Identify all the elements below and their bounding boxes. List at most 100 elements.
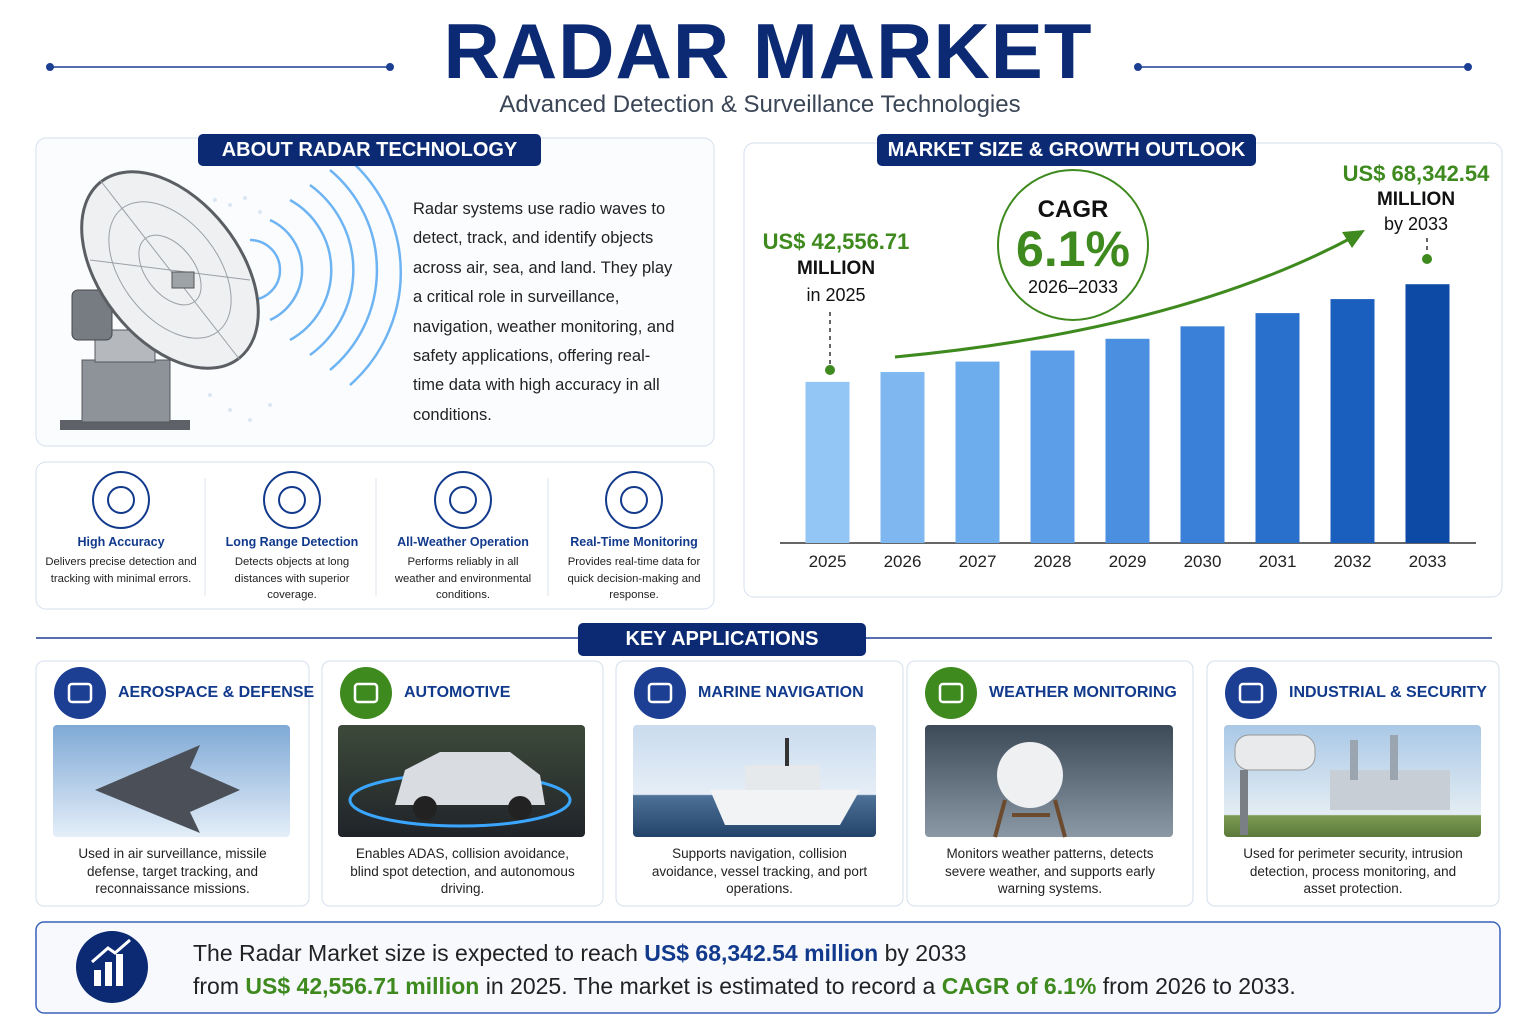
summary-text: from <box>193 973 246 999</box>
app-text: Supports navigation, collision avoidance… <box>651 846 868 896</box>
title: RADAR MARKET <box>443 7 1093 95</box>
radar-illustration <box>60 159 402 430</box>
feature-icon-glyph <box>449 486 477 514</box>
app-title: WEATHER MONITORING <box>989 684 1177 701</box>
x-tick-label: 2032 <box>1333 552 1372 571</box>
app-icon <box>340 667 392 719</box>
bar <box>1330 299 1375 543</box>
app-icon <box>925 667 977 719</box>
about-heading-bg <box>198 134 541 166</box>
app-title: INDUSTRIAL & SECURITY <box>1289 684 1487 701</box>
about-text: Radar systems use radio waves to detect,… <box>413 200 675 424</box>
x-tick-label: 2027 <box>958 552 997 571</box>
feature-icon <box>263 471 321 529</box>
summary-text: US$ 68,342.54 million <box>644 940 879 966</box>
app-icon <box>634 667 686 719</box>
applications-heading-bg <box>578 623 866 656</box>
x-tick-label: 2028 <box>1033 552 1072 571</box>
app-text: Enables ADAS, collision avoidance, blind… <box>350 846 575 896</box>
callout-leaders <box>829 238 1428 364</box>
app-icon-glyph <box>1238 682 1264 704</box>
app-icon-glyph <box>647 682 673 704</box>
start-when: in 2025 <box>806 285 866 305</box>
summary-text: CAGR of 6.1% <box>941 973 1097 999</box>
feature-title: All-Weather Operation <box>397 535 529 549</box>
bar <box>1030 350 1075 543</box>
end-unit: MILLION <box>1376 189 1456 210</box>
feature-icon-glyph <box>620 486 648 514</box>
summary-icon <box>76 931 148 1003</box>
app-text: Used for perimeter security, intrusion d… <box>1243 846 1463 896</box>
market-heading-bg <box>877 134 1256 166</box>
app-text: Monitors weather patterns, detects sever… <box>944 846 1156 896</box>
app-images <box>53 725 1481 838</box>
app-icon <box>54 667 106 719</box>
app-title: MARINE NAVIGATION <box>698 684 864 701</box>
feature-text: Provides real-time data for quick decisi… <box>567 556 701 601</box>
bar <box>1105 338 1150 543</box>
app-title: AUTOMOTIVE <box>404 684 511 701</box>
x-tick-label: 2026 <box>883 552 922 571</box>
about-heading: ABOUT RADAR TECHNOLOGY <box>221 139 518 161</box>
cagr-value: 6.1% <box>1016 221 1130 277</box>
feature-dividers <box>204 478 549 596</box>
bar <box>1255 313 1300 543</box>
market-heading: MARKET SIZE & GROWTH OUTLOOK <box>887 139 1246 161</box>
feature-icon <box>434 471 492 529</box>
feature-text: Delivers precise detection and tracking … <box>45 556 197 585</box>
end-when: by 2033 <box>1383 214 1449 234</box>
summary-panel <box>35 921 1501 1014</box>
feature-text: Detects objects at long distances with s… <box>234 556 350 601</box>
callout-dot <box>825 365 835 375</box>
cagr-label: CAGR <box>1037 196 1109 223</box>
growth-arrow <box>894 234 1356 359</box>
summary-line: from US$ 42,556.71 million in 2025. The … <box>193 973 1296 1000</box>
bar <box>955 361 1000 543</box>
app-card <box>1206 660 1500 907</box>
feature-icon-glyph <box>278 486 306 514</box>
cagr-period: 2026–2033 <box>1027 277 1119 297</box>
summary-text: from 2026 to 2033. <box>1096 973 1296 999</box>
app-card <box>615 660 904 907</box>
feature-icon <box>92 471 150 529</box>
app-icon <box>1225 667 1277 719</box>
header-rule <box>46 63 1472 71</box>
summary-text: in 2025. The market is estimated to reco… <box>479 973 942 999</box>
app-card <box>906 660 1194 907</box>
growth-arrowhead <box>1342 230 1365 248</box>
app-card <box>321 660 604 907</box>
app-icon-glyph <box>353 682 379 704</box>
callout-dot <box>1422 254 1432 264</box>
feature-title: Long Range Detection <box>225 535 359 549</box>
summary-text: by 2033 <box>878 940 967 966</box>
app-icon-glyph <box>67 682 93 704</box>
cagr-ring <box>997 169 1149 321</box>
feature-title: High Accuracy <box>77 535 165 549</box>
summary-line: The Radar Market size is expected to rea… <box>193 940 966 967</box>
x-tick-label: 2025 <box>808 552 847 571</box>
subtitle: Advanced Detection & Surveillance Techno… <box>499 91 1021 118</box>
x-tick-label: 2029 <box>1108 552 1147 571</box>
bar <box>805 381 850 543</box>
bar <box>1405 284 1450 543</box>
app-icon-glyph <box>938 682 964 704</box>
bar <box>1180 326 1225 543</box>
x-tick-label: 2031 <box>1258 552 1297 571</box>
start-unit: MILLION <box>796 258 876 279</box>
app-title: AEROSPACE & DEFENSE <box>118 684 315 701</box>
app-text: Used in air surveillance, missile defens… <box>78 846 267 896</box>
app-card <box>35 660 310 907</box>
start-amount: US$ 42,556.71 <box>762 229 910 254</box>
bar <box>880 372 925 543</box>
summary-text: US$ 42,556.71 million <box>245 973 480 999</box>
feature-text: Performs reliably in all weather and env… <box>394 556 532 601</box>
x-tick-label: 2030 <box>1183 552 1222 571</box>
x-tick-label: 2033 <box>1408 552 1447 571</box>
applications-heading: KEY APPLICATIONS <box>625 628 819 650</box>
summary-text: The Radar Market size is expected to rea… <box>193 940 645 966</box>
feature-icon <box>605 471 663 529</box>
end-amount: US$ 68,342.54 <box>1342 161 1490 186</box>
feature-icon-glyph <box>107 486 135 514</box>
